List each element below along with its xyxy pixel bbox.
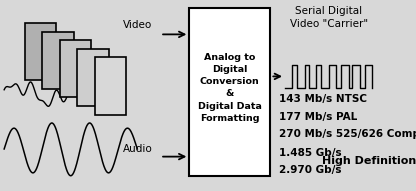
Text: 270 Mb/s 525/626 Component: 270 Mb/s 525/626 Component: [279, 129, 416, 139]
Bar: [77, 49, 109, 106]
Text: Serial Digital
Video "Carrier": Serial Digital Video "Carrier": [290, 6, 368, 28]
Text: 1.485 Gb/s: 1.485 Gb/s: [279, 148, 342, 158]
Text: Analog to
Digital
Conversion
&
Digital Data
Formatting: Analog to Digital Conversion & Digital D…: [198, 53, 262, 123]
Text: Audio: Audio: [123, 144, 153, 154]
Text: Video: Video: [123, 20, 152, 30]
Text: 2.970 Gb/s: 2.970 Gb/s: [279, 165, 341, 175]
Bar: [95, 57, 126, 115]
Text: 177 Mb/s PAL: 177 Mb/s PAL: [279, 112, 357, 121]
Text: 143 Mb/s NTSC: 143 Mb/s NTSC: [279, 94, 367, 104]
Text: High Definition Digital: High Definition Digital: [322, 156, 416, 166]
Bar: [42, 32, 74, 89]
Bar: [189, 8, 270, 176]
Bar: [25, 23, 56, 80]
Bar: [60, 40, 91, 97]
